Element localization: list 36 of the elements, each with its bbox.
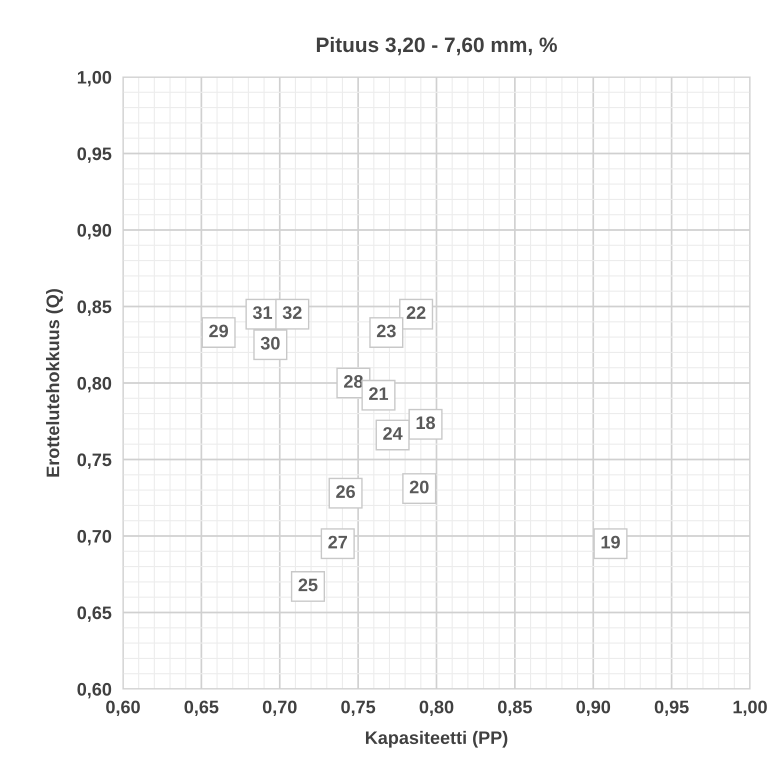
annotation: 25: [298, 578, 318, 592]
y-tick-label: 0,65: [77, 606, 112, 622]
annotation: 23: [376, 324, 396, 338]
y-tick-label: 0,60: [77, 682, 112, 698]
annotation: 24: [383, 427, 403, 440]
x-tick-label: 0,90: [576, 700, 610, 716]
annotation: 20: [410, 480, 429, 494]
chart-title: Pituus 3,20 - 7,60 mm, %: [316, 36, 557, 56]
x-tick-label: 0,60: [106, 700, 140, 716]
y-axis-title: Erottelutehokkuus (Q): [46, 289, 63, 477]
annotation: 27: [328, 536, 347, 548]
annotation: 18: [416, 416, 436, 430]
annotation: 22: [406, 306, 426, 319]
y-tick-label: 0,75: [77, 453, 112, 469]
x-tick-label: 1,00: [734, 700, 767, 716]
x-tick-label: 0,65: [184, 700, 218, 716]
x-tick-label: 0,95: [654, 700, 689, 716]
annotation: 32: [282, 306, 302, 320]
x-tick-label: 0,80: [420, 700, 454, 716]
y-tick-label: 0,85: [77, 300, 112, 316]
x-tick-label: 0,75: [341, 700, 376, 716]
annotation: 26: [336, 485, 355, 498]
x-tick-label: 0,70: [262, 700, 297, 716]
annotation: 31: [252, 306, 272, 320]
y-tick-label: 0,70: [77, 530, 112, 546]
annotation: 29: [209, 324, 228, 338]
annotation: 28: [344, 375, 363, 388]
y-tick-label: 0,90: [77, 224, 112, 240]
annotation: 19: [602, 536, 620, 548]
annotation: 21: [369, 387, 388, 400]
y-tick-label: 0,95: [77, 147, 112, 163]
y-tick-label: 1,00: [78, 70, 112, 86]
y-tick-label: 0,80: [77, 376, 112, 392]
annotation: 30: [260, 336, 280, 350]
x-tick-label: 0,85: [498, 700, 532, 716]
x-axis-title: Kapasiteetti (PP): [366, 730, 508, 748]
